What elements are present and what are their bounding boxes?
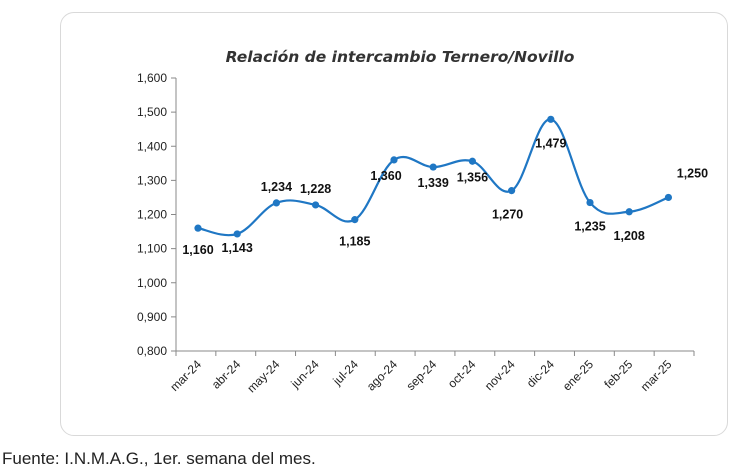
data-point (468, 157, 476, 165)
data-label: 1,479 (535, 136, 566, 150)
data-label: 1,160 (182, 243, 213, 257)
x-tick-label: abr-24 (209, 357, 244, 392)
y-tick-label: 1,300 (137, 173, 167, 187)
x-tick-label: jun-24 (288, 357, 322, 391)
data-label: 1,356 (457, 170, 488, 184)
x-tick-label: dic-24 (524, 357, 557, 390)
data-point (586, 198, 594, 207)
x-tick-label: oct-24 (445, 357, 479, 391)
chart-frame (60, 12, 728, 436)
x-tick-label: mar-25 (638, 357, 675, 394)
data-point (351, 216, 359, 224)
y-tick-label: 0,900 (137, 310, 167, 324)
x-tick-label: mar-24 (167, 357, 204, 394)
data-label: 1,270 (492, 208, 523, 222)
data-point (390, 156, 398, 164)
y-tick-label: 1,100 (137, 242, 167, 256)
chart-title: Relación de intercambio Ternero/Novillo (226, 48, 575, 66)
data-point (547, 115, 555, 123)
x-tick-label: may-24 (244, 357, 282, 395)
data-point (664, 193, 673, 202)
data-label: 1,360 (370, 169, 401, 183)
x-tick-label: sep-24 (403, 357, 439, 393)
source-note: Fuente: I.N.M.A.G., 1er. semana del mes. (2, 449, 316, 468)
data-point (233, 230, 241, 238)
data-point (508, 187, 516, 195)
x-tick-label: jul-24 (330, 357, 362, 389)
data-label: 1,143 (222, 241, 253, 255)
data-label: 1,234 (261, 180, 292, 194)
data-label: 1,228 (300, 182, 331, 196)
x-tick-label: nov-24 (482, 357, 518, 393)
y-tick-label: 1,400 (137, 139, 167, 153)
x-tick-label: ago-24 (364, 357, 401, 394)
y-tick-label: 0,800 (137, 344, 167, 358)
data-point (429, 163, 437, 171)
x-tick-label: ene-25 (560, 357, 597, 394)
data-label: 1,185 (339, 235, 370, 249)
y-tick-label: 1,000 (137, 276, 167, 290)
data-point (272, 199, 280, 207)
y-tick-label: 1,600 (137, 71, 167, 85)
data-label: 1,250 (677, 166, 708, 180)
y-tick-label: 1,500 (137, 105, 167, 119)
data-point (312, 201, 320, 209)
y-tick-label: 1,200 (137, 208, 167, 222)
data-point (194, 224, 202, 232)
x-tick-label: feb-25 (601, 357, 635, 391)
data-label: 1,208 (614, 229, 645, 243)
data-point (625, 208, 633, 216)
data-label: 1,235 (574, 220, 605, 234)
data-label: 1,339 (418, 176, 449, 190)
